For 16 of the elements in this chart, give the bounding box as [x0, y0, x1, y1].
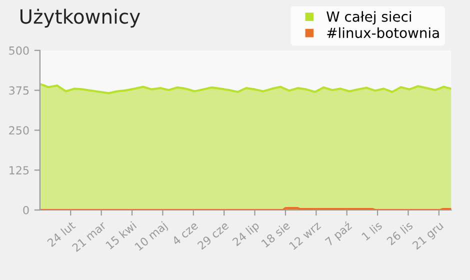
- legend-label: W całej sieci: [326, 11, 411, 25]
- chart-title: Użytkownicy: [20, 8, 140, 28]
- x-tick-label: 26 lis: [386, 220, 414, 246]
- x-tick-label: 29 cze: [196, 220, 230, 250]
- y-tick-label: 375: [9, 86, 29, 95]
- x-tick-label: 24 lip: [232, 220, 262, 248]
- y-tick-label: 500: [9, 46, 29, 55]
- x-tick-label: 21 gru: [412, 221, 446, 252]
- y-tick-label: 0: [23, 206, 29, 214]
- x-tick-label: 12 wrz: [288, 220, 322, 250]
- x-tick-label: 4 cze: [172, 221, 198, 246]
- y-tick-label: 125: [10, 166, 29, 174]
- x-tick-label: 18 sie: [260, 220, 291, 248]
- y-tick-label: 250: [9, 126, 29, 135]
- x-tick-label: 1 lis: [361, 220, 383, 241]
- legend-label: #linux-botownia: [327, 27, 439, 38]
